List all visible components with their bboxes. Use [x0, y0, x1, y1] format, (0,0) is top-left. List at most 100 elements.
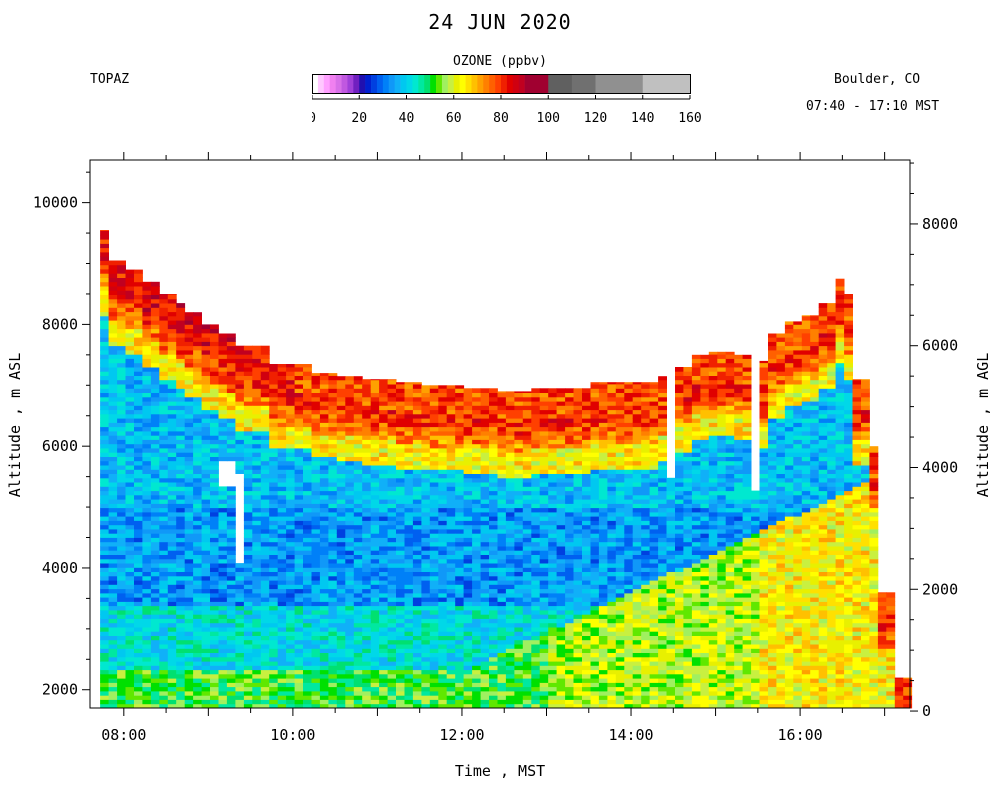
ozone-cell	[362, 460, 372, 466]
ozone-cell	[150, 350, 160, 355]
ozone-cell	[243, 435, 253, 440]
ozone-cell	[226, 516, 236, 521]
ozone-cell	[184, 691, 194, 696]
ozone-cell	[286, 546, 295, 551]
ozone-cell	[159, 350, 169, 355]
ozone-cell	[472, 452, 481, 457]
ozone-cell	[243, 469, 253, 474]
ozone-cell	[556, 465, 566, 470]
ozone-cell	[565, 413, 574, 419]
ozone-cell	[150, 610, 160, 615]
ozone-cell	[142, 418, 152, 423]
ozone-cell	[446, 401, 456, 406]
ozone-cell	[142, 456, 152, 462]
ozone-cell	[590, 686, 600, 692]
ozone-cell	[353, 571, 363, 577]
ozone-cell	[210, 443, 219, 449]
ozone-cell	[598, 558, 608, 564]
ozone-cell	[565, 571, 574, 577]
ozone-cell	[396, 546, 405, 551]
ozone-cell	[345, 605, 355, 611]
ozone-cell	[243, 524, 253, 530]
ozone-cell	[210, 332, 219, 338]
ozone-cell	[353, 691, 363, 696]
ozone-cell	[539, 426, 549, 432]
ozone-cell	[514, 661, 524, 666]
ozone-cell	[193, 341, 202, 347]
ozone-cell	[446, 627, 456, 632]
ozone-cell	[421, 601, 431, 607]
ozone-cell	[260, 362, 270, 368]
ozone-cell	[379, 392, 388, 398]
ozone-cell	[522, 644, 532, 649]
ozone-cell	[387, 703, 397, 709]
ozone-cell	[497, 644, 507, 649]
ozone-cell	[379, 610, 388, 615]
ozone-cell	[108, 703, 118, 709]
ozone-cell	[134, 307, 143, 313]
ozone-cell	[582, 392, 591, 398]
ozone-cell	[319, 614, 329, 619]
ozone-cell	[497, 465, 507, 470]
ozone-cell	[319, 426, 329, 432]
ozone-cell	[590, 558, 600, 564]
ozone-cell	[472, 584, 481, 590]
ozone-cell	[463, 541, 473, 547]
ozone-cell	[370, 665, 380, 671]
ozone-cell	[396, 465, 405, 470]
ozone-cell	[100, 477, 109, 483]
ozone-cell	[497, 409, 507, 415]
ozone-cell	[421, 631, 431, 636]
ozone-cell	[522, 703, 532, 709]
ozone-cell	[125, 367, 135, 372]
ozone-cell	[463, 413, 473, 419]
ozone-cell	[522, 695, 532, 700]
ozone-cell	[497, 575, 507, 581]
ozone-cell	[260, 550, 270, 555]
ozone-cell	[463, 452, 473, 457]
ozone-cell	[193, 312, 202, 317]
ozone-cell	[100, 537, 109, 543]
ozone-cell	[117, 439, 126, 445]
ozone-cell	[539, 503, 549, 509]
ozone-cell	[142, 635, 152, 641]
ozone-cell	[167, 320, 177, 325]
ozone-cell	[548, 503, 558, 509]
ozone-cell	[590, 703, 600, 709]
ozone-cell	[150, 584, 160, 590]
colorbar: 020406080100120140160	[312, 74, 702, 126]
ozone-cell	[226, 571, 236, 577]
ozone-cell	[117, 303, 126, 308]
ozone-cell	[387, 610, 397, 615]
ozone-cell	[590, 678, 600, 683]
ozone-cell	[319, 605, 329, 611]
ozone-cell	[548, 592, 558, 598]
ozone-cell	[277, 431, 287, 436]
ozone-cell	[522, 499, 532, 504]
ozone-cell	[150, 511, 160, 517]
ozone-cell	[412, 384, 422, 389]
ozone-cell	[134, 435, 143, 440]
ozone-cell	[539, 588, 549, 594]
ozone-cell	[319, 639, 329, 645]
ozone-cell	[100, 435, 109, 440]
ozone-cell	[142, 465, 152, 470]
ozone-cell	[336, 516, 346, 521]
ozone-cell	[134, 281, 143, 287]
ozone-cell	[159, 631, 169, 636]
ozone-cell	[412, 571, 422, 577]
ozone-cell	[167, 469, 177, 474]
ozone-cell	[446, 533, 456, 538]
ozone-cell	[286, 384, 295, 389]
ozone-cell	[243, 354, 253, 359]
ozone-cell	[108, 618, 118, 624]
ozone-cell	[184, 435, 194, 440]
ozone-cell	[269, 375, 279, 381]
ozone-cell	[134, 431, 143, 436]
ozone-cell	[489, 435, 498, 440]
ozone-cell	[556, 618, 566, 624]
ozone-cell	[438, 699, 448, 705]
ozone-cell	[497, 614, 507, 619]
ozone-cell	[319, 524, 329, 530]
ozone-cell	[286, 507, 295, 513]
